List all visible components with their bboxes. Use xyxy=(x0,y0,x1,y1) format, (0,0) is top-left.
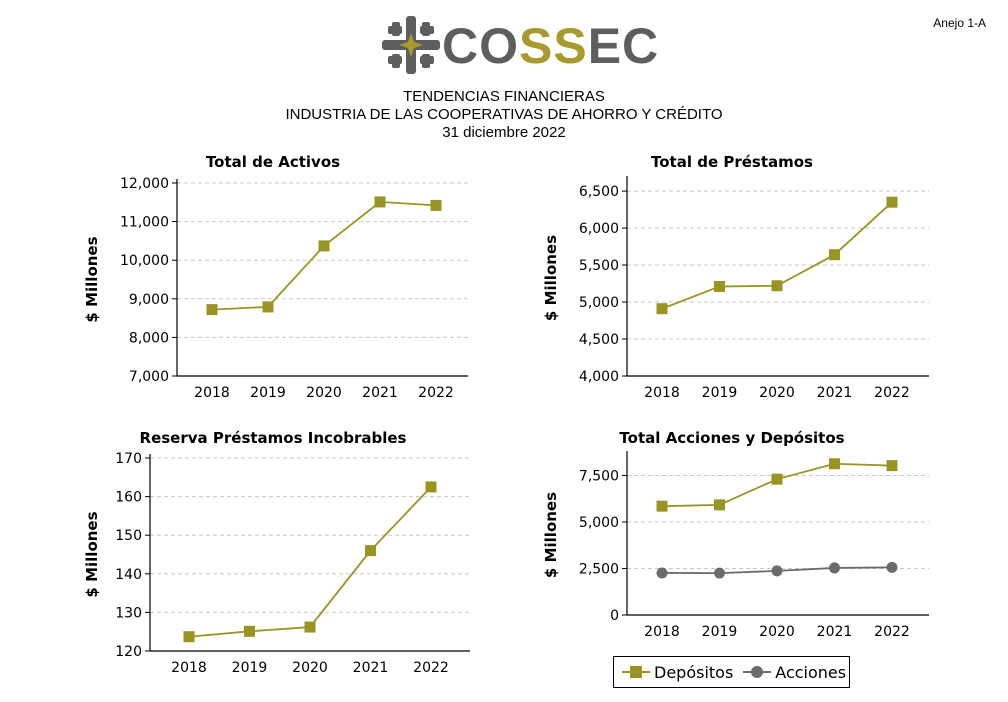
data-point xyxy=(656,567,668,579)
x-tick-label: 2021 xyxy=(362,385,398,401)
y-tick-label: 12,000 xyxy=(120,176,169,192)
y-tick-label: 4,500 xyxy=(579,332,619,348)
y-tick-label: 6,000 xyxy=(579,221,619,237)
legend-label-depositos: Depósitos xyxy=(654,662,734,682)
data-point xyxy=(656,500,668,512)
y-tick-label: 5,500 xyxy=(579,258,619,274)
report-date: 31 diciembre 2022 xyxy=(442,124,566,141)
y-tick-label: 7,000 xyxy=(129,369,169,385)
chart-2: Total de Préstamos $ Millones 4,000 4,500 5,… xyxy=(542,153,929,401)
x-tick-label: 2021 xyxy=(817,624,853,640)
y-tick-label: 10,000 xyxy=(120,253,169,269)
legend-item-depositos: Depósitos xyxy=(622,663,733,682)
data-point xyxy=(183,631,195,643)
data-point xyxy=(886,460,898,472)
chart-title: Total de Activos xyxy=(206,153,340,171)
data-point xyxy=(374,196,386,208)
x-tick-label: 2020 xyxy=(292,660,328,676)
y-tick-label: 7,500 xyxy=(579,468,619,484)
series-line xyxy=(661,201,893,310)
data-point xyxy=(829,562,840,574)
cossec-logo: COSSEC xyxy=(380,12,658,78)
y-axis-label: $ Millones xyxy=(83,511,101,597)
x-tick-label: 2018 xyxy=(194,385,230,401)
cossec-wordmark: COSSEC xyxy=(442,18,660,74)
y-tick-label: 120 xyxy=(115,644,142,660)
y-tick-label: 130 xyxy=(115,605,142,621)
x-tick-label: 2019 xyxy=(702,385,738,401)
data-point xyxy=(771,473,783,485)
data-point xyxy=(886,196,898,208)
series-line xyxy=(661,462,893,508)
x-tick-label: 2020 xyxy=(759,624,795,640)
y-tick-label: 2,500 xyxy=(579,561,619,577)
data-point xyxy=(886,561,898,573)
x-tick-label: 2022 xyxy=(418,385,454,401)
series-line xyxy=(211,200,437,311)
data-point xyxy=(430,199,442,211)
data-point xyxy=(425,481,437,493)
data-point xyxy=(714,281,725,293)
circle-marker-icon xyxy=(743,666,772,678)
y-tick-label: 6,500 xyxy=(579,184,619,200)
x-tick-label: 2021 xyxy=(817,385,853,401)
data-point xyxy=(714,499,725,511)
x-tick-label: 2022 xyxy=(874,385,910,401)
x-tick-label: 2021 xyxy=(353,660,389,676)
data-point xyxy=(771,280,783,292)
y-tick-label: 5,000 xyxy=(579,295,619,311)
chart-3: Reserva Préstamos Incobrables $ Millones 1… xyxy=(83,429,470,676)
x-tick-label: 2020 xyxy=(306,385,342,401)
data-point xyxy=(206,304,218,316)
data-point xyxy=(656,303,668,315)
y-tick-label: 4,000 xyxy=(579,369,619,385)
chart-legend: Depósitos Acciones xyxy=(613,656,850,688)
data-point xyxy=(244,625,255,637)
x-tick-label: 2020 xyxy=(759,385,795,401)
data-point xyxy=(318,240,330,252)
data-point xyxy=(829,458,840,470)
chart-title: Reserva Préstamos Incobrables xyxy=(140,429,407,447)
report-subtitle: INDUSTRIA DE LAS COOPERATIVAS DE AHORRO … xyxy=(285,106,723,123)
y-tick-label: 11,000 xyxy=(120,215,169,231)
x-tick-label: 2018 xyxy=(644,385,680,401)
y-tick-label: 160 xyxy=(115,490,142,506)
data-point xyxy=(365,545,376,557)
legend-label-acciones: Acciones xyxy=(775,662,847,682)
y-tick-label: 9,000 xyxy=(129,292,169,308)
y-tick-label: 140 xyxy=(115,567,142,583)
x-tick-label: 2019 xyxy=(250,385,286,401)
chart-1: Total de Activos $ Millones 7,000 8,000 9,00… xyxy=(83,153,468,401)
x-tick-label: 2018 xyxy=(171,660,207,676)
x-tick-label: 2019 xyxy=(232,660,268,676)
report-title: TENDENCIAS FINANCIERAS xyxy=(403,88,605,105)
data-point xyxy=(304,621,316,633)
y-tick-label: 8,000 xyxy=(129,330,169,346)
cossec-emblem-icon xyxy=(382,16,440,74)
x-tick-label: 2022 xyxy=(413,660,449,676)
y-axis-label: $ Millones xyxy=(83,236,101,322)
y-tick-label: 0 xyxy=(610,608,619,624)
data-point xyxy=(771,565,783,577)
annex-label: Anejo 1-A xyxy=(933,16,986,30)
chart-4: Total Acciones y Depósitos $ Millones 0 2,5… xyxy=(542,429,929,640)
legend-item-acciones: Acciones xyxy=(743,663,846,682)
data-point xyxy=(829,249,840,261)
x-tick-label: 2019 xyxy=(702,624,738,640)
series-line xyxy=(188,486,432,638)
chart-title: Total de Préstamos xyxy=(651,153,813,171)
square-marker-icon xyxy=(622,666,650,678)
y-tick-label: 170 xyxy=(115,451,142,467)
y-axis-label: $ Millones xyxy=(542,235,560,321)
y-tick-label: 5,000 xyxy=(579,515,619,531)
data-point xyxy=(714,567,725,579)
x-tick-label: 2022 xyxy=(874,624,910,640)
chart-title: Total Acciones y Depósitos xyxy=(619,429,844,447)
data-point xyxy=(262,301,274,313)
y-tick-label: 150 xyxy=(115,528,142,544)
y-axis-label: $ Millones xyxy=(542,492,560,578)
x-tick-label: 2018 xyxy=(644,624,680,640)
